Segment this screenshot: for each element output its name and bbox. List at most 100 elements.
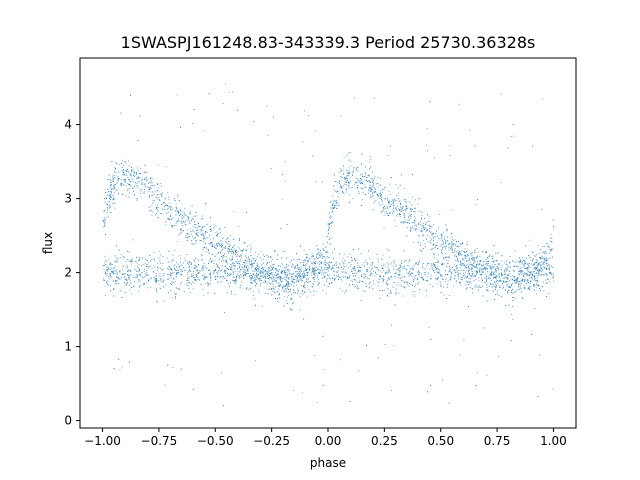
data-point	[529, 283, 531, 284]
data-point	[196, 266, 198, 268]
data-point	[122, 255, 124, 257]
data-point	[138, 264, 140, 265]
data-point	[237, 267, 239, 269]
data-point	[136, 257, 138, 258]
data-point	[460, 278, 462, 280]
data-point	[396, 284, 398, 286]
data-point	[527, 280, 529, 281]
data-point	[190, 220, 192, 221]
data-point	[329, 243, 331, 245]
data-point	[267, 288, 269, 290]
data-point	[251, 264, 253, 265]
data-point	[137, 186, 139, 188]
data-point	[348, 184, 350, 186]
data-point	[262, 268, 264, 270]
data-point	[527, 288, 529, 290]
data-point	[488, 265, 490, 267]
data-point	[283, 289, 285, 291]
data-point	[356, 259, 358, 261]
data-point	[163, 286, 165, 288]
data-point	[449, 155, 451, 156]
data-point	[323, 272, 325, 274]
data-point	[232, 261, 234, 263]
data-point	[467, 273, 469, 275]
data-point	[180, 368, 182, 370]
data-point	[205, 251, 207, 253]
data-point	[402, 267, 404, 269]
data-point	[488, 261, 490, 263]
data-point	[379, 195, 381, 197]
data-point	[292, 390, 294, 391]
data-point	[300, 269, 301, 270]
data-point	[408, 259, 410, 261]
data-point	[383, 265, 385, 266]
data-point	[452, 285, 454, 287]
data-point	[404, 209, 406, 211]
data-point	[217, 271, 219, 273]
data-point	[216, 235, 218, 237]
data-point	[190, 271, 191, 272]
data-point	[302, 272, 304, 274]
data-point	[333, 207, 335, 208]
data-point	[381, 271, 383, 273]
data-point	[173, 281, 174, 283]
data-point	[343, 253, 345, 255]
data-point	[437, 272, 439, 274]
data-point	[414, 208, 416, 209]
data-point	[404, 199, 406, 201]
data-point	[368, 267, 370, 269]
data-point	[170, 290, 171, 291]
data-point	[424, 274, 426, 275]
data-point	[241, 266, 243, 268]
data-point	[549, 272, 551, 273]
data-point	[177, 217, 179, 219]
data-point	[202, 265, 203, 267]
data-point	[228, 250, 230, 252]
data-point	[190, 262, 192, 263]
data-point	[118, 358, 120, 360]
data-point	[124, 182, 126, 184]
data-point	[191, 275, 193, 277]
data-point	[147, 287, 149, 289]
data-point	[463, 264, 465, 266]
data-point	[108, 194, 110, 196]
data-point	[236, 251, 238, 253]
data-point	[104, 201, 106, 203]
data-point	[232, 245, 234, 247]
data-point	[339, 263, 341, 265]
data-point	[317, 249, 319, 251]
data-point	[521, 262, 523, 264]
data-point	[409, 223, 410, 224]
data-point	[262, 258, 264, 260]
data-point	[256, 270, 258, 272]
data-point	[175, 214, 177, 216]
data-point	[319, 254, 321, 255]
data-point	[275, 269, 277, 271]
data-point	[464, 274, 465, 276]
data-point	[382, 281, 384, 283]
data-point	[458, 253, 459, 255]
data-point	[339, 253, 341, 255]
data-point	[346, 188, 348, 190]
data-point	[366, 344, 367, 346]
data-point	[499, 275, 500, 277]
data-point	[293, 282, 295, 284]
data-point	[482, 285, 484, 287]
data-point	[419, 249, 421, 251]
data-point	[514, 298, 516, 299]
data-point	[535, 272, 537, 274]
data-point	[490, 273, 491, 275]
data-point	[121, 194, 123, 196]
data-point	[478, 270, 480, 272]
data-point	[250, 275, 252, 276]
data-point	[332, 222, 334, 224]
data-point	[291, 279, 293, 281]
data-point	[263, 262, 264, 264]
data-point	[427, 241, 429, 242]
data-point	[278, 282, 279, 284]
data-point	[298, 280, 300, 282]
data-point	[292, 281, 294, 283]
data-point	[175, 276, 177, 278]
data-point	[224, 272, 226, 273]
data-point	[462, 258, 463, 260]
